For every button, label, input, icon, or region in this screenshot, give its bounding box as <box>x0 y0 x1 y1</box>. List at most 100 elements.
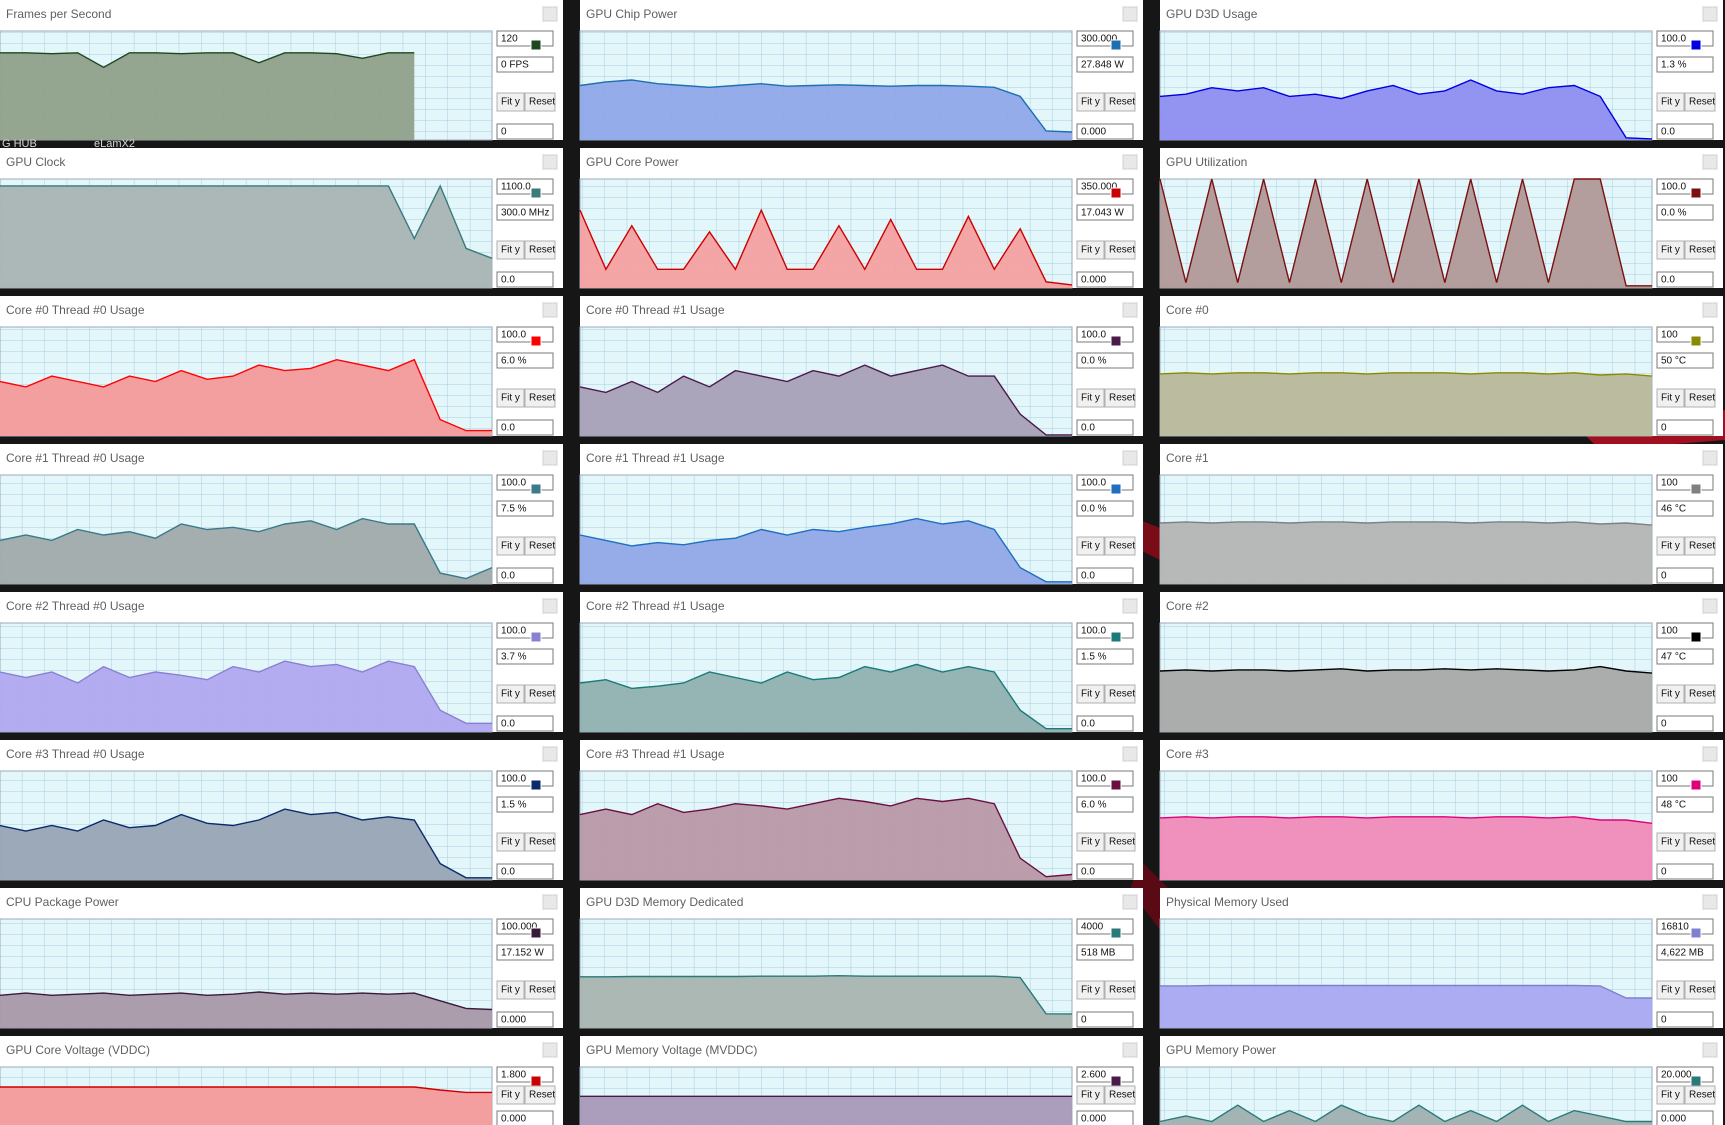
reset-label[interactable]: Reset <box>1109 1090 1135 1101</box>
fit-y-label[interactable]: Fit y <box>1081 541 1100 552</box>
reset-button[interactable] <box>524 980 556 1000</box>
fit-y-label[interactable]: Fit y <box>501 97 520 108</box>
fit-y-button[interactable] <box>496 1085 525 1105</box>
fit-y-button[interactable] <box>496 388 525 408</box>
reset-label[interactable]: Reset <box>529 837 555 848</box>
reset-label[interactable]: Reset <box>1689 837 1715 848</box>
close-button[interactable] <box>1122 302 1138 318</box>
close-button[interactable] <box>542 450 558 466</box>
fit-y-button[interactable] <box>1076 388 1105 408</box>
close-button[interactable] <box>1122 598 1138 614</box>
fit-y-button[interactable] <box>1076 240 1105 260</box>
fit-y-button[interactable] <box>1076 1085 1105 1105</box>
reset-label[interactable]: Reset <box>1109 985 1135 996</box>
reset-label[interactable]: Reset <box>1109 245 1135 256</box>
fit-y-label[interactable]: Fit y <box>1081 1090 1100 1101</box>
fit-y-label[interactable]: Fit y <box>1661 837 1680 848</box>
fit-y-button[interactable] <box>496 536 525 556</box>
reset-label[interactable]: Reset <box>529 97 555 108</box>
fit-y-button[interactable] <box>1076 980 1105 1000</box>
reset-button[interactable] <box>1104 684 1136 704</box>
fit-y-button[interactable] <box>496 240 525 260</box>
reset-label[interactable]: Reset <box>1109 837 1135 848</box>
reset-label[interactable]: Reset <box>1689 1090 1715 1101</box>
reset-button[interactable] <box>1104 832 1136 852</box>
fit-y-button[interactable] <box>496 684 525 704</box>
fit-y-button[interactable] <box>496 980 525 1000</box>
fit-y-button[interactable] <box>496 92 525 112</box>
fit-y-label[interactable]: Fit y <box>501 245 520 256</box>
fit-y-label[interactable]: Fit y <box>1661 393 1680 404</box>
close-button[interactable] <box>1122 894 1138 910</box>
reset-label[interactable]: Reset <box>1109 97 1135 108</box>
close-button[interactable] <box>1702 154 1718 170</box>
reset-label[interactable]: Reset <box>1689 97 1715 108</box>
reset-button[interactable] <box>1104 388 1136 408</box>
close-button[interactable] <box>1702 746 1718 762</box>
fit-y-label[interactable]: Fit y <box>1081 689 1100 700</box>
reset-button[interactable] <box>524 536 556 556</box>
reset-button[interactable] <box>524 92 556 112</box>
fit-y-button[interactable] <box>1076 92 1105 112</box>
fit-y-label[interactable]: Fit y <box>501 393 520 404</box>
close-button[interactable] <box>1122 1042 1138 1058</box>
reset-label[interactable]: Reset <box>1109 689 1135 700</box>
reset-button[interactable] <box>1104 92 1136 112</box>
close-button[interactable] <box>1702 598 1718 614</box>
fit-y-label[interactable]: Fit y <box>501 837 520 848</box>
close-button[interactable] <box>1122 6 1138 22</box>
fit-y-button[interactable] <box>1656 536 1685 556</box>
reset-button[interactable] <box>1684 388 1716 408</box>
fit-y-label[interactable]: Fit y <box>1661 541 1680 552</box>
close-button[interactable] <box>1702 6 1718 22</box>
fit-y-button[interactable] <box>1656 92 1685 112</box>
reset-button[interactable] <box>1684 240 1716 260</box>
reset-button[interactable] <box>524 1085 556 1105</box>
reset-label[interactable]: Reset <box>529 985 555 996</box>
fit-y-button[interactable] <box>1656 684 1685 704</box>
reset-button[interactable] <box>524 684 556 704</box>
reset-button[interactable] <box>1684 92 1716 112</box>
reset-button[interactable] <box>1104 536 1136 556</box>
reset-button[interactable] <box>1684 1085 1716 1105</box>
reset-label[interactable]: Reset <box>529 689 555 700</box>
reset-label[interactable]: Reset <box>529 1090 555 1101</box>
fit-y-label[interactable]: Fit y <box>501 985 520 996</box>
fit-y-button[interactable] <box>1656 832 1685 852</box>
reset-label[interactable]: Reset <box>529 245 555 256</box>
fit-y-button[interactable] <box>1076 684 1105 704</box>
reset-button[interactable] <box>1684 980 1716 1000</box>
fit-y-label[interactable]: Fit y <box>1661 97 1680 108</box>
close-button[interactable] <box>542 746 558 762</box>
close-button[interactable] <box>542 6 558 22</box>
fit-y-label[interactable]: Fit y <box>1081 245 1100 256</box>
reset-button[interactable] <box>524 388 556 408</box>
reset-button[interactable] <box>524 240 556 260</box>
fit-y-button[interactable] <box>496 832 525 852</box>
reset-button[interactable] <box>1684 832 1716 852</box>
fit-y-label[interactable]: Fit y <box>501 689 520 700</box>
close-button[interactable] <box>542 598 558 614</box>
reset-label[interactable]: Reset <box>529 393 555 404</box>
fit-y-label[interactable]: Fit y <box>1661 245 1680 256</box>
fit-y-label[interactable]: Fit y <box>1081 97 1100 108</box>
reset-label[interactable]: Reset <box>1109 541 1135 552</box>
reset-button[interactable] <box>1684 536 1716 556</box>
fit-y-button[interactable] <box>1656 1085 1685 1105</box>
reset-label[interactable]: Reset <box>529 541 555 552</box>
close-button[interactable] <box>1702 450 1718 466</box>
fit-y-label[interactable]: Fit y <box>1661 985 1680 996</box>
close-button[interactable] <box>542 1042 558 1058</box>
reset-label[interactable]: Reset <box>1689 689 1715 700</box>
reset-button[interactable] <box>524 832 556 852</box>
close-button[interactable] <box>1122 450 1138 466</box>
close-button[interactable] <box>1702 302 1718 318</box>
close-button[interactable] <box>1702 1042 1718 1058</box>
fit-y-button[interactable] <box>1656 980 1685 1000</box>
reset-button[interactable] <box>1104 240 1136 260</box>
fit-y-label[interactable]: Fit y <box>1081 985 1100 996</box>
reset-label[interactable]: Reset <box>1689 393 1715 404</box>
reset-button[interactable] <box>1684 684 1716 704</box>
fit-y-label[interactable]: Fit y <box>1661 689 1680 700</box>
reset-button[interactable] <box>1104 1085 1136 1105</box>
